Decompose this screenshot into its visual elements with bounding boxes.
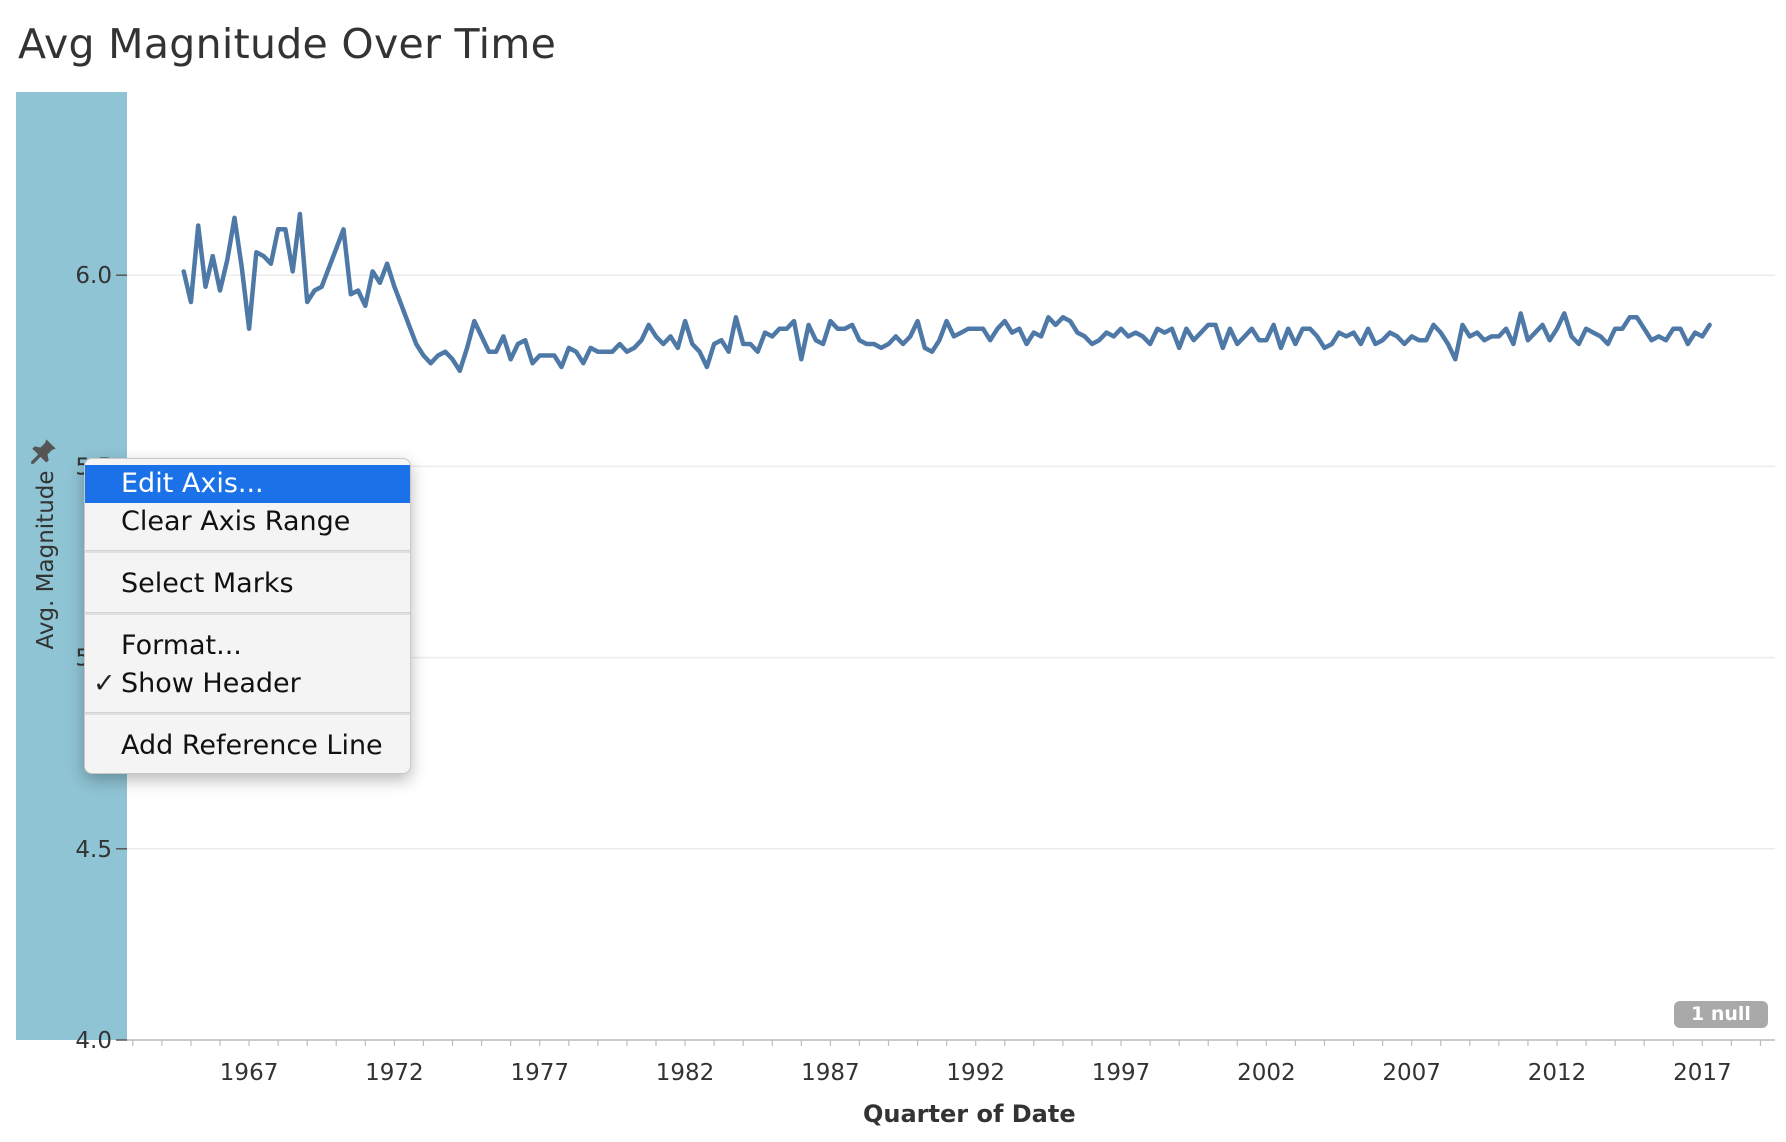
x-tick-label: 1972 <box>365 1060 424 1086</box>
menu-separator <box>85 612 410 615</box>
menu-item-label: Clear Axis Range <box>121 506 351 537</box>
x-tick-label: 1997 <box>1092 1060 1151 1086</box>
menu-item-label: Edit Axis... <box>121 468 264 499</box>
x-tick-label: 2007 <box>1382 1060 1441 1086</box>
checkmark-icon: ✓ <box>93 668 116 699</box>
menu-item-label: Format... <box>121 630 242 661</box>
y-tick-label: 4.5 <box>75 837 112 863</box>
chart-title: Avg Magnitude Over Time <box>18 20 557 68</box>
menu-item-add-reference-line[interactable]: Add Reference Line <box>85 727 410 765</box>
x-tick-label: 2002 <box>1237 1060 1296 1086</box>
menu-separator <box>85 712 410 715</box>
data-series <box>181 211 1712 374</box>
x-tick-label: 1982 <box>656 1060 715 1086</box>
x-tick-label: 2017 <box>1673 1060 1732 1086</box>
pin-icon[interactable] <box>30 437 58 465</box>
x-axis-ticks: 1967 1972 1977 1982 1987 1992 1997 2002 2007 2012… <box>127 1039 1775 1086</box>
y-tick-label: 6.0 <box>75 263 112 289</box>
axis-context-menu: Edit Axis... Clear Axis Range Select Mar… <box>84 458 411 774</box>
x-tick-label: 2012 <box>1528 1060 1587 1086</box>
menu-separator <box>85 550 410 553</box>
menu-item-select-marks[interactable]: Select Marks <box>85 565 410 603</box>
x-tick-label: 1987 <box>801 1060 860 1086</box>
y-tick-label: 4.0 <box>75 1028 112 1054</box>
menu-item-label: Show Header <box>121 668 301 699</box>
null-indicator-badge[interactable]: 1 null <box>1674 1001 1768 1028</box>
menu-item-label: Select Marks <box>121 568 294 599</box>
x-tick-label: 1967 <box>220 1060 279 1086</box>
menu-item-format[interactable]: Format... <box>85 627 410 665</box>
series-line[interactable] <box>181 211 1712 374</box>
menu-item-label: Add Reference Line <box>121 730 383 761</box>
menu-item-clear-axis-range[interactable]: Clear Axis Range <box>85 503 410 541</box>
x-tick-label: 1992 <box>946 1060 1005 1086</box>
menu-item-show-header[interactable]: ✓ Show Header <box>85 665 410 703</box>
menu-item-edit-axis[interactable]: Edit Axis... <box>85 465 410 503</box>
y-axis-title[interactable]: Avg. Magnitude <box>33 470 59 650</box>
x-axis-title[interactable]: Quarter of Date <box>863 1100 1076 1128</box>
x-tick-label: 1977 <box>510 1060 569 1086</box>
